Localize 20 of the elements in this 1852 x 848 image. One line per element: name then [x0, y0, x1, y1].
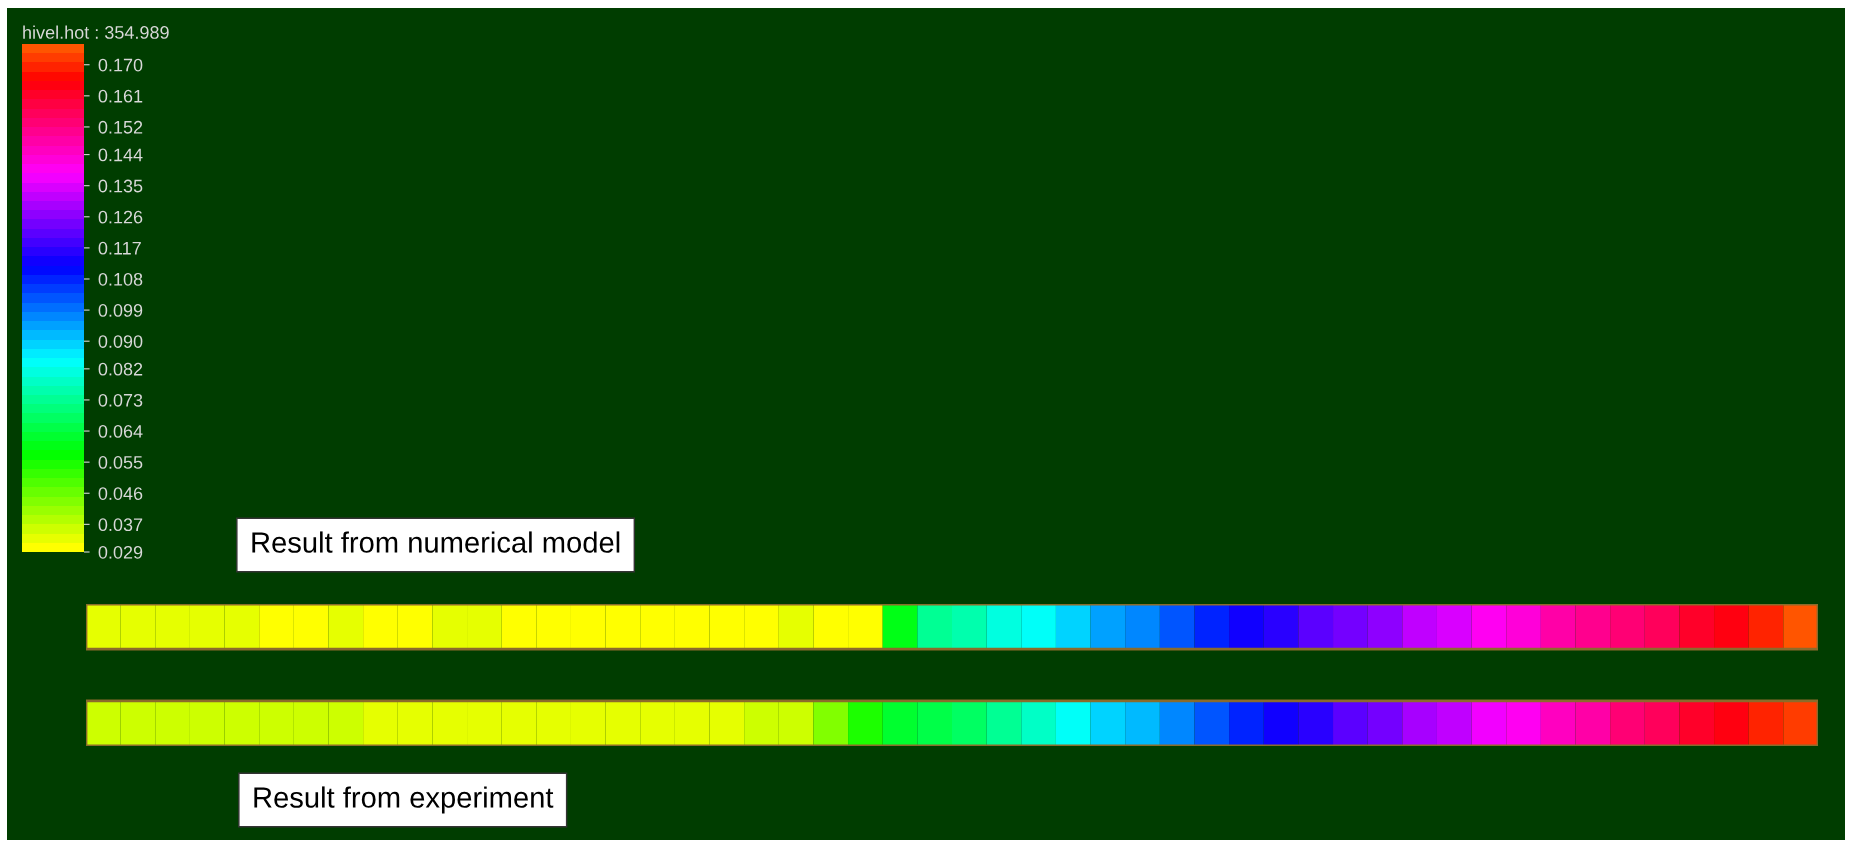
color-bar-label: 0.108	[98, 272, 143, 286]
color-bar-label: 0.135	[98, 179, 143, 193]
color-bar-label: 0.073	[98, 393, 143, 407]
color-bar-label: 0.144	[98, 148, 143, 162]
text: Result from numerical model	[252, 531, 620, 553]
color-bar-label: 0.099	[98, 304, 143, 317]
color-bar-label: 0.055	[98, 456, 143, 469]
color-bar-label: 0.046	[98, 487, 143, 500]
color-bar-title: hivel.hot : 354.989	[23, 25, 169, 39]
color-bar-label: 0.029	[98, 545, 143, 559]
text: Result from experiment	[254, 786, 554, 814]
color-bar-label: 0.126	[98, 210, 143, 224]
color-bar-label: 0.082	[98, 362, 143, 376]
color-bar-label: 0.037	[98, 518, 143, 532]
color-bar-label: 0.064	[98, 424, 143, 438]
color-bar-label: 0.152	[98, 120, 143, 134]
color-bar-label: 0.161	[98, 89, 143, 103]
color-bar-label: 0.170	[98, 58, 143, 72]
color-bar-label: 0.117	[98, 241, 141, 255]
color-bar-label: 0.090	[98, 335, 143, 348]
